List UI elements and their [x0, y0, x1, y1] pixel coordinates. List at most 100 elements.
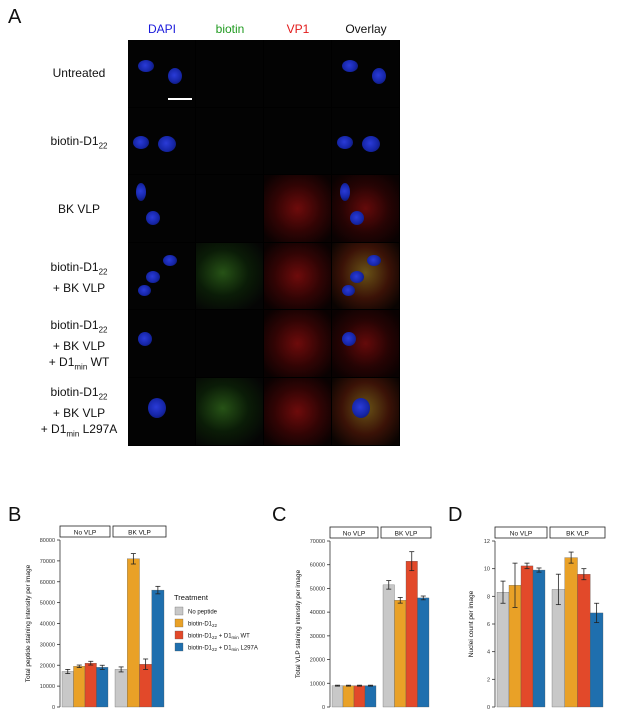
- micrograph-r3-c1: [128, 175, 195, 242]
- column-header-biotin: biotin: [215, 22, 245, 36]
- nucleus: [367, 254, 381, 266]
- y-tick-label: 50000: [40, 601, 55, 607]
- y-tick-label: 30000: [310, 634, 325, 640]
- legend-title: Treatment: [174, 593, 209, 602]
- micrograph-r5-c3: [264, 310, 331, 377]
- bar: [353, 685, 366, 708]
- bar: [394, 600, 407, 708]
- y-tick-label: 12: [484, 539, 490, 545]
- micrograph-r3-c4: [332, 175, 399, 242]
- micrograph-r3-c2: [196, 175, 263, 242]
- y-tick-label: 0: [322, 705, 325, 711]
- y-tick-label: 2: [487, 677, 490, 683]
- bar: [114, 669, 128, 708]
- legend-subscript: min: [232, 635, 240, 640]
- facet-header-label: BK VLP: [128, 530, 151, 537]
- y-tick-label: 4: [487, 650, 490, 656]
- nucleus: [340, 183, 350, 202]
- nucleus: [163, 254, 177, 266]
- legend-subscript: min: [232, 647, 240, 652]
- legend-subscript: 22: [212, 623, 218, 628]
- bar: [73, 666, 86, 708]
- micrograph-r5-c1: [128, 310, 195, 377]
- column-header-overlay: Overlay: [345, 22, 387, 36]
- nucleus: [138, 284, 151, 296]
- facet-header-label: BK VLP: [566, 531, 589, 538]
- legend-label: No peptide: [188, 610, 218, 616]
- y-axis-title: Total VLP staining intensity per image: [295, 569, 302, 678]
- micrograph-r2-c4: [332, 107, 399, 175]
- panel-c-letter: C: [272, 504, 286, 526]
- row-label-4: biotin-D122 + BK VLP: [50, 260, 108, 296]
- legend-swatch: [174, 618, 184, 628]
- y-tick-label: 10000: [40, 684, 55, 690]
- legend-label-tail: L297A: [239, 646, 258, 652]
- micrograph-r4-c1: [128, 242, 195, 310]
- row-label-1: Untreated: [52, 66, 106, 80]
- bar: [84, 663, 97, 708]
- bar: [405, 561, 418, 708]
- y-tick-label: 70000: [40, 559, 55, 565]
- micrograph-r1-c4: [332, 40, 399, 107]
- legend-label-tail: + D1: [217, 646, 232, 652]
- bar: [382, 584, 395, 708]
- facet-header-box: [380, 526, 432, 539]
- micrograph-r4-c3: [264, 242, 331, 310]
- nucleus: [138, 60, 154, 72]
- micrograph-r2-c2: [196, 107, 263, 175]
- legend-label: biotin-D122: [188, 622, 218, 629]
- column-header-vp1: VP1: [286, 22, 310, 36]
- facet-header-label: BK VLP: [395, 531, 418, 538]
- micrograph-r1-c1: [128, 40, 195, 107]
- micrograph-r5-c2: [196, 310, 263, 377]
- nucleus: [138, 332, 152, 347]
- micrograph-r6-c4: [332, 378, 399, 445]
- facet-header-label: No VLP: [510, 531, 532, 538]
- y-tick-label: 40000: [310, 610, 325, 616]
- nucleus: [342, 284, 355, 296]
- bar: [364, 685, 377, 708]
- micrograph-r2-c3: [264, 107, 331, 175]
- bar: [532, 569, 546, 708]
- legend-label: biotin-D122 + D1min L297A: [188, 646, 258, 653]
- micrograph-r1-c2: [196, 40, 263, 107]
- legend-swatch: [174, 606, 184, 616]
- legend-subscript: 22: [212, 635, 218, 640]
- facet-header-box: [494, 526, 548, 539]
- bar: [151, 589, 165, 708]
- bar: [127, 558, 140, 708]
- y-tick-label: 30000: [40, 642, 55, 648]
- facet-header-label: No VLP: [74, 530, 96, 537]
- y-axis-title: Nuclei count per image: [468, 590, 475, 657]
- legend-label-tail: + D1: [217, 634, 232, 640]
- y-tick-label: 80000: [40, 538, 55, 544]
- row-label-5: biotin-D122 + BK VLP + D1min WT: [48, 318, 110, 372]
- y-tick-label: 8: [487, 594, 490, 600]
- nucleus: [372, 68, 386, 84]
- nucleus: [350, 211, 364, 226]
- bar: [590, 612, 604, 708]
- y-tick-label: 20000: [310, 658, 325, 664]
- micrograph-r6-c1: [128, 378, 195, 445]
- nucleus: [362, 135, 380, 152]
- bar: [96, 667, 109, 708]
- legend-label: biotin-D122 + D1min WT: [188, 634, 250, 641]
- y-tick-label: 10000: [310, 681, 325, 687]
- micrograph-r4-c2: [196, 242, 263, 310]
- row-label-2: biotin-D122: [50, 134, 108, 151]
- bar: [496, 592, 510, 708]
- micrograph-r4-c4: [332, 242, 399, 310]
- bar: [551, 589, 565, 708]
- legend-swatch: [174, 642, 184, 652]
- panel-b-letter: B: [8, 504, 21, 526]
- bar: [342, 685, 355, 708]
- y-tick-label: 10: [484, 567, 490, 573]
- row-label-3: BK VLP: [57, 202, 101, 216]
- micrograph-r6-c2: [196, 378, 263, 445]
- micrograph-r3-c3: [264, 175, 331, 242]
- y-axis-title: Total peptide staining intensity per ima…: [25, 564, 32, 682]
- facet-header-box: [329, 526, 379, 539]
- micrograph-r2-c1: [128, 107, 195, 175]
- nucleus: [133, 135, 149, 149]
